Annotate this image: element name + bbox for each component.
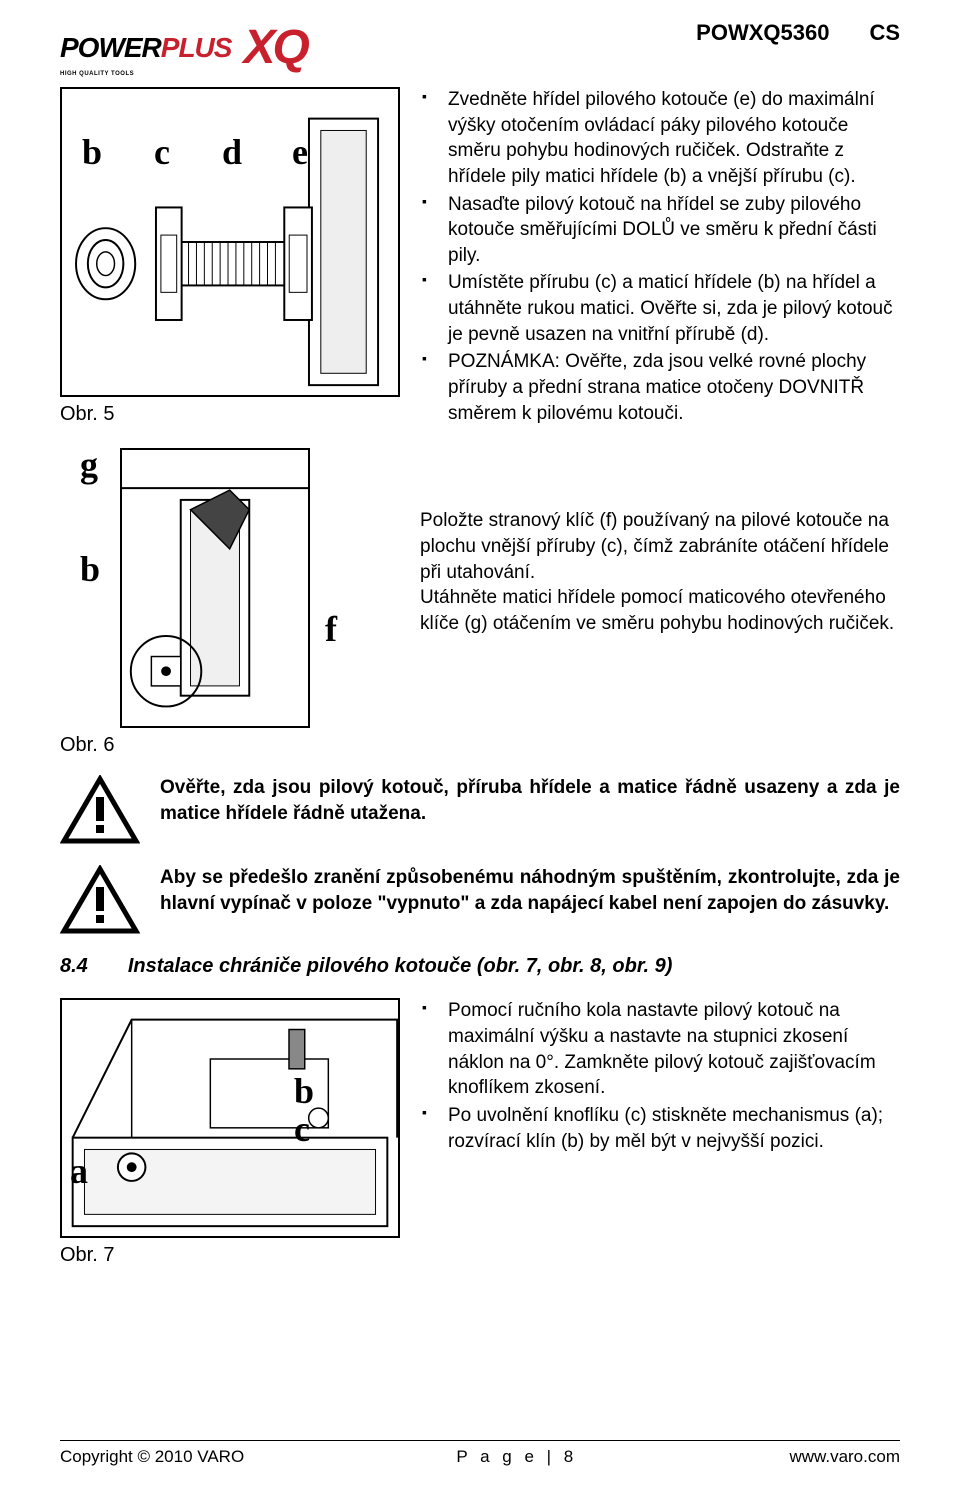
section-fig6: g b f Položte stranový klíč (f) použí xyxy=(60,448,900,728)
callout-a: a xyxy=(70,1150,88,1192)
figure-5: b c d e xyxy=(60,87,400,397)
section-title: Instalace chrániče pilového kotouče (obr… xyxy=(128,955,673,978)
figure-7-label: Obr. 7 xyxy=(60,1244,114,1267)
brand-xq: XQ xyxy=(243,20,306,75)
section-fig7: a b c Obr. 7 Pomocí ručního kola nastavt… xyxy=(60,998,900,1267)
callout-b: b xyxy=(294,1070,314,1112)
fig7-bullets: Pomocí ručního kola nastavte pilový koto… xyxy=(420,998,900,1154)
model-number: POWXQ5360 xyxy=(696,20,829,46)
brand-name: POWERPLUS xyxy=(60,32,231,64)
figure-6 xyxy=(120,448,310,728)
warning-icon xyxy=(60,775,140,845)
warning-icon xyxy=(60,865,140,935)
brand-tagline: HIGH QUALITY TOOLS xyxy=(60,71,307,77)
bullet-item: Nasaďte pilový kotouč na hřídel se zuby … xyxy=(448,192,900,269)
figure-5-label: Obr. 5 xyxy=(60,403,114,426)
brand-name-black: POWER xyxy=(60,32,161,63)
warning-2: Aby se předešlo zranění způsobenému náho… xyxy=(60,865,900,935)
warning-1: Ověřte, zda jsou pilový kotouč, příruba … xyxy=(60,775,900,845)
brand-name-red: PLUS xyxy=(161,32,232,63)
bullet-item: Zvedněte hřídel pilového kotouče (e) do … xyxy=(448,87,900,190)
footer-page-number: P a g e | 8 xyxy=(456,1447,577,1467)
callout-b: b xyxy=(80,548,100,590)
callout-b: b xyxy=(82,131,102,173)
header-right: POWXQ5360 CS xyxy=(696,20,900,46)
footer-copyright: Copyright © 2010 VARO xyxy=(60,1447,244,1467)
figure-7: a b c xyxy=(60,998,400,1238)
language-code: CS xyxy=(869,20,900,46)
section-heading-84: 8.4 Instalace chrániče pilového kotouče … xyxy=(60,955,900,978)
footer-url: www.varo.com xyxy=(789,1447,900,1467)
callout-g: g xyxy=(80,444,98,486)
warning-text: Ověřte, zda jsou pilový kotouč, příruba … xyxy=(160,775,900,826)
bullet-item: Umístěte přírubu (c) a maticí hřídele (b… xyxy=(448,270,900,347)
page-footer: Copyright © 2010 VARO P a g e | 8 www.va… xyxy=(60,1440,900,1467)
callout-d: d xyxy=(222,131,242,173)
fig6-text: Položte stranový klíč (f) používaný na p… xyxy=(420,448,900,728)
section-number: 8.4 xyxy=(60,955,88,978)
page-header: POWERPLUS XQ HIGH QUALITY TOOLS POWXQ536… xyxy=(60,20,900,77)
bullet-item: Po uvolnění knoflíku (c) stiskněte mecha… xyxy=(448,1103,900,1154)
warning-text: Aby se předešlo zranění způsobenému náho… xyxy=(160,865,900,916)
callout-f: f xyxy=(325,608,337,650)
callout-e: e xyxy=(292,131,308,173)
fig5-bullets: Zvedněte hřídel pilového kotouče (e) do … xyxy=(420,87,900,426)
callout-c: c xyxy=(154,131,170,173)
callout-c: c xyxy=(294,1108,310,1150)
figure-6-label: Obr. 6 xyxy=(60,734,900,757)
bullet-item: Pomocí ručního kola nastavte pilový koto… xyxy=(448,998,900,1101)
section-fig5: b c d e Obr. 5 Zvedněte hřídel pilového … xyxy=(60,87,900,428)
bullet-item: POZNÁMKA: Ověřte, zda jsou velké rovné p… xyxy=(448,349,900,426)
brand-logo: POWERPLUS XQ HIGH QUALITY TOOLS xyxy=(60,20,307,77)
